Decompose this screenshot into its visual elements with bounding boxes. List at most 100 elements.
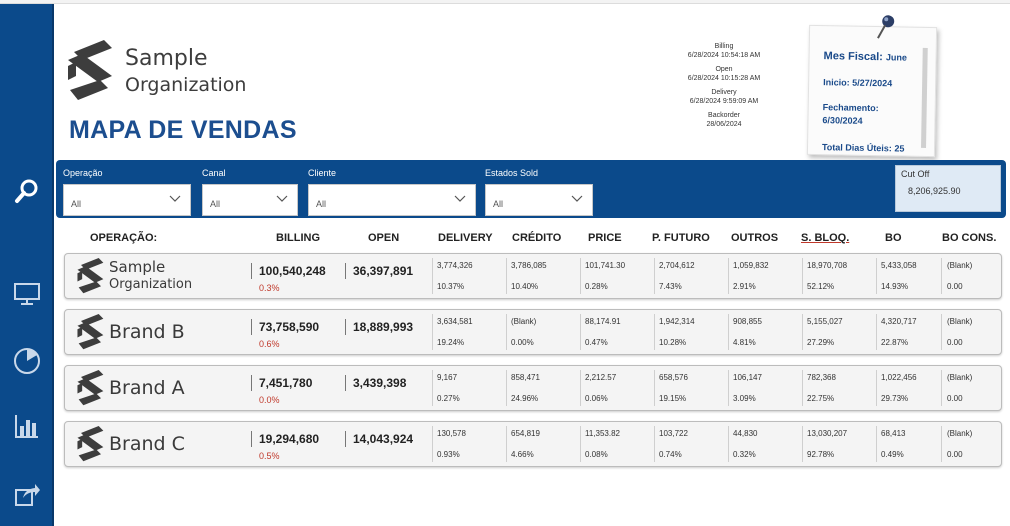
brand-logo — [73, 258, 109, 303]
metric-percent: 10.37% — [437, 282, 465, 291]
metric-percent: 19.24% — [437, 338, 465, 347]
update-label: Backorder — [708, 112, 740, 119]
brand-name-line1: Sample — [109, 258, 166, 276]
brand-name-line2: Organization — [109, 277, 193, 292]
share-icon[interactable] — [9, 476, 45, 512]
metric-value: (Blank) — [947, 373, 973, 382]
cutoff-card: Cut Off 8,206,925.90 — [895, 165, 1001, 212]
update-label: Delivery — [711, 89, 737, 96]
col-credito: CRÉDITO — [512, 232, 562, 244]
dropdown-value: All — [493, 199, 504, 209]
brand-name: Brand A — [109, 377, 185, 399]
metric-value: 18,970,708 — [807, 261, 848, 270]
col-operacao: OPERAÇÃO: — [90, 232, 158, 244]
column-separator — [345, 319, 346, 335]
col-s-bloq[interactable]: S. BLOQ. — [801, 232, 850, 244]
metric-value: 5,155,027 — [807, 317, 843, 326]
metric-value: 1,059,832 — [733, 261, 769, 270]
mes-fiscal-label: Mes Fiscal: — [823, 50, 884, 64]
col-open: OPEN — [368, 232, 400, 244]
update-billing: Billing 6/28/2024 10:54:18 AM — [660, 42, 788, 60]
cell-divider — [580, 370, 581, 406]
metric-percent: 0.00 — [947, 338, 963, 347]
update-timestamps: Billing 6/28/2024 10:54:18 AM Open 6/28/… — [660, 42, 788, 134]
org-name-line2: Organization — [125, 74, 247, 96]
dropdown-value: All — [71, 199, 82, 209]
open-value: 14,043,924 — [353, 432, 414, 446]
update-open: Open 6/28/2024 10:15:28 AM — [660, 65, 788, 83]
metric-value: 130,578 — [437, 429, 466, 438]
update-time: 6/28/2024 10:54:18 AM — [687, 52, 761, 59]
metric-value: 44,830 — [733, 429, 758, 438]
column-separator — [345, 431, 346, 447]
cell-divider — [802, 370, 803, 406]
filter-estados-sold: Estados Sold All — [485, 168, 593, 216]
top-strip — [0, 0, 1010, 4]
estados-sold-dropdown[interactable]: All — [485, 184, 593, 216]
cell-divider — [941, 426, 942, 462]
billing-value: 7,451,780 — [259, 376, 313, 390]
metric-value: 654,819 — [511, 429, 540, 438]
col-outros: OUTROS — [731, 232, 779, 244]
cell-divider — [876, 370, 877, 406]
cell-divider — [941, 258, 942, 294]
table-row[interactable]: Brand C 19,294,680 0.5% 14,043,924 130,578 0.… — [64, 421, 1002, 467]
metric-value: 9,167 — [437, 373, 458, 382]
metric-percent: 4.81% — [733, 338, 756, 347]
bar-chart-icon[interactable] — [9, 408, 45, 444]
billing-value: 19,294,680 — [259, 432, 320, 446]
metric-percent: 3.09% — [733, 394, 756, 403]
metric-value: 3,786,085 — [511, 261, 547, 270]
metric-percent: 10.28% — [659, 338, 687, 347]
search-icon[interactable] — [9, 173, 45, 209]
chevron-down-icon — [571, 195, 583, 202]
cell-divider — [506, 426, 507, 462]
brand-logo — [73, 370, 109, 415]
metric-percent: 14.93% — [881, 282, 909, 291]
monitor-icon[interactable] — [9, 276, 45, 312]
note-scrollbar[interactable] — [921, 47, 928, 148]
cell-divider — [432, 426, 433, 462]
metric-percent: 0.32% — [733, 450, 756, 459]
metric-percent: 0.00 — [947, 394, 963, 403]
cell-divider — [876, 258, 877, 294]
billing-percent: 0.6% — [259, 339, 280, 349]
metric-value: 103,722 — [659, 429, 688, 438]
cell-divider — [432, 314, 433, 350]
metric-percent: 0.00 — [947, 282, 963, 291]
table-row[interactable]: Sample Organization 100,540,248 0.3% 36,397,… — [64, 253, 1002, 299]
pie-chart-icon[interactable] — [9, 343, 45, 379]
cell-divider — [876, 314, 877, 350]
cell-divider — [802, 258, 803, 294]
organization-logo — [66, 40, 116, 113]
metric-value: 88,174.91 — [585, 317, 621, 326]
table-row[interactable]: Brand A 7,451,780 0.0% 3,439,398 9,167 0.27% 8… — [64, 365, 1002, 411]
cell-divider — [432, 370, 433, 406]
cell-divider — [654, 258, 655, 294]
cell-divider — [802, 314, 803, 350]
column-separator — [251, 375, 252, 391]
cell-divider — [432, 258, 433, 294]
filter-label: Canal — [202, 168, 226, 178]
metric-percent: 7.43% — [659, 282, 682, 291]
cutoff-label: Cut Off — [901, 169, 930, 179]
canal-dropdown[interactable]: All — [202, 184, 298, 216]
open-value: 36,397,891 — [353, 264, 414, 278]
filter-bar: Operação All Canal All Cliente All Estad… — [56, 160, 1006, 218]
col-delivery: DELIVERY — [438, 232, 493, 244]
metric-value: 101,741.30 — [585, 261, 626, 270]
cell-divider — [728, 314, 729, 350]
metric-percent: 0.93% — [437, 450, 460, 459]
metric-percent: 52.12% — [807, 282, 835, 291]
inicio: Inicio: 5/27/2024 — [823, 77, 892, 88]
update-time: 6/28/2024 9:59:09 AM — [689, 98, 759, 105]
metric-value: 4,320,717 — [881, 317, 917, 326]
chevron-down-icon — [169, 195, 181, 202]
cliente-dropdown[interactable]: All — [308, 184, 476, 216]
metric-percent: 0.74% — [659, 450, 682, 459]
operacao-dropdown[interactable]: All — [63, 184, 191, 216]
filter-operacao: Operação All — [63, 168, 191, 216]
column-separator — [251, 319, 252, 335]
metric-value: 1,022,456 — [881, 373, 917, 382]
table-row[interactable]: Brand B 73,758,590 0.6% 18,889,993 3,634,581… — [64, 309, 1002, 355]
